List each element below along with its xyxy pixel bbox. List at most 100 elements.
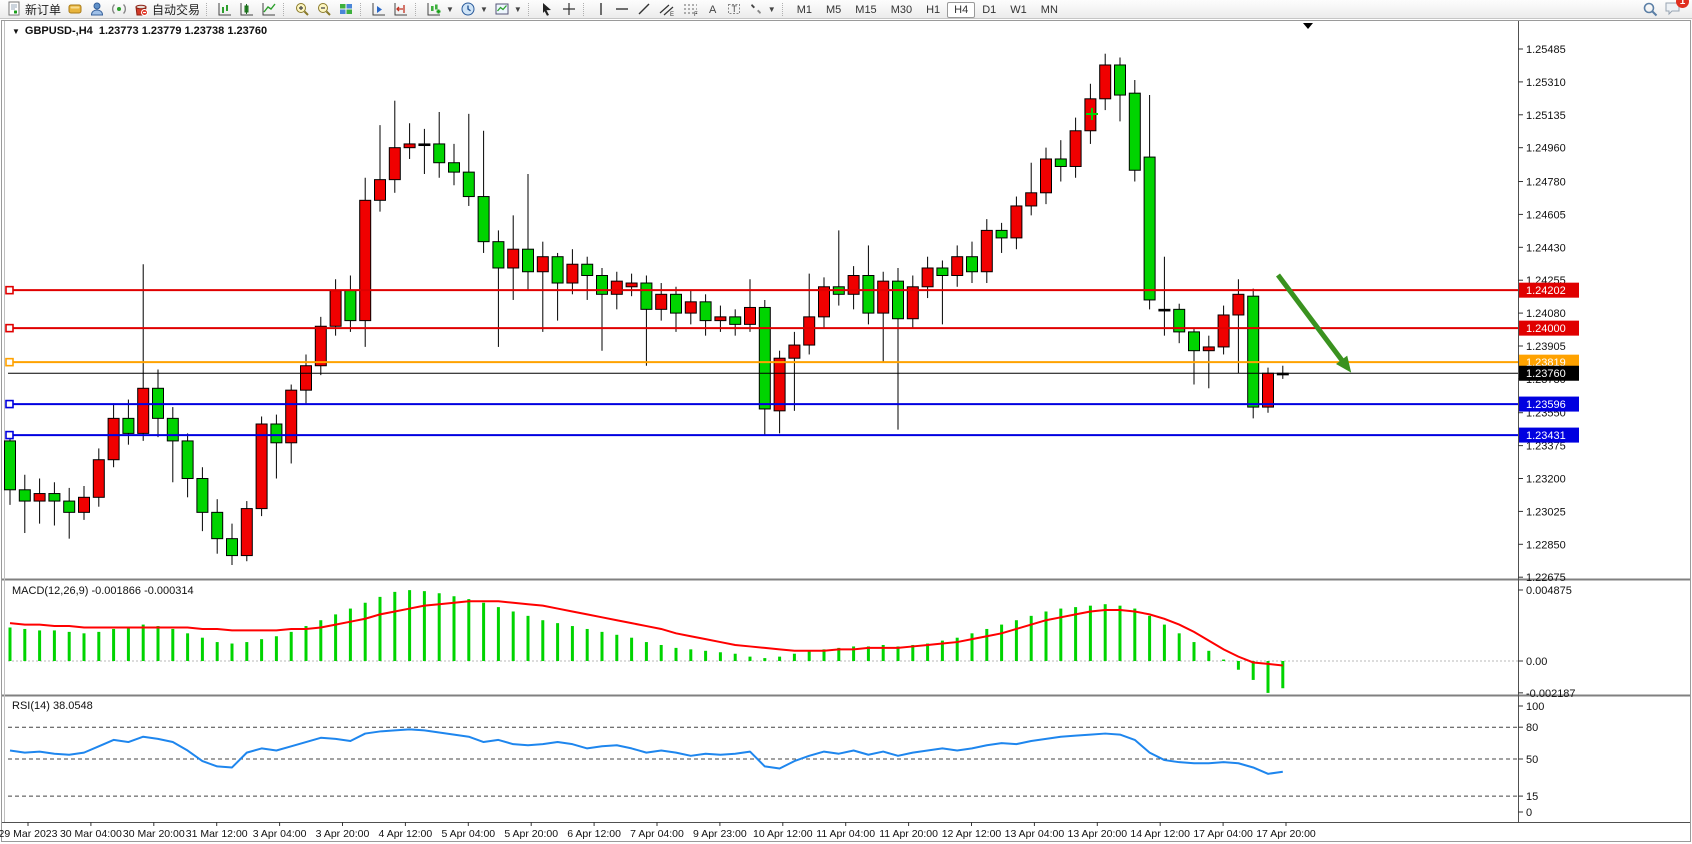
symbol-label[interactable]: ▼ GBPUSD-,H4 1.23773 1.23779 1.23738 1.2… [12,25,267,37]
candle-body [714,316,727,322]
hline-tool-button[interactable] [611,1,633,18]
community-button[interactable] [64,1,86,18]
candle-body [758,306,771,410]
auto-scroll-button[interactable] [368,1,390,18]
candle-body [921,267,934,288]
timeframe-M15[interactable]: M15 [855,4,877,16]
timeframe-D1[interactable]: D1 [982,4,997,16]
cursor-icon [542,3,551,16]
cursor-tool-button[interactable] [536,1,558,18]
candle-body [48,493,61,502]
crosshair-tool-button[interactable] [558,1,580,18]
time-tick-label: 10 Apr 12:00 [753,828,813,840]
periods-button[interactable]: ▼ [457,1,491,18]
timeframe-H4[interactable]: H4 [947,2,976,18]
price-line-label: 1.24000 [1526,323,1566,335]
svg-text:E: E [670,12,674,17]
channel-tool-button[interactable]: E [655,1,679,18]
new-chart-button[interactable]: ▼ [423,1,457,18]
candle-body [892,280,904,320]
candle-body [329,290,342,327]
candle-body [226,538,238,557]
candle-body [1143,156,1156,301]
hline-anchor[interactable] [5,285,14,295]
time-axis[interactable]: 29 Mar 2023 30 Mar 04:00 30 Mar 20:00 31 Ma… [0,822,1316,840]
candle-body [270,423,283,444]
macd-scale-label: -0.002187 [1526,688,1576,700]
timeframe-MN[interactable]: MN [1040,4,1058,16]
horizontal-lines[interactable]: 1.242021.240001.238191.237601.235961.234… [5,282,1579,443]
arrows-tool-button[interactable]: ▼ [745,1,779,18]
chart-canvas[interactable]: 1.25485 1.25310 1.25135 1.24960 1.24780 1.246… [0,19,1692,844]
zoom-out-button[interactable] [313,1,335,18]
new-order-button[interactable]: 新订单 [3,1,64,18]
candle-body [166,417,179,442]
macd-pane[interactable]: 0.004875 0.00 -0.002187 [8,585,1576,700]
price-line-label-box [1519,365,1579,381]
timeframe-W1[interactable]: W1 [1010,4,1027,16]
price-tick-label: 1.24080 [1526,308,1566,320]
time-tick-label: 9 Apr 23:00 [693,828,747,840]
fibonacci-tool-button[interactable]: F [679,1,703,18]
rsi-scale-label: 80 [1526,722,1538,734]
community-icon [68,4,82,14]
hline-anchor[interactable] [5,430,14,440]
chart-line-button[interactable] [258,1,280,18]
autotrading-button[interactable]: 自动交易 [130,1,203,18]
toolbar-separator [283,2,288,16]
price-tick-label: 1.24960 [1526,143,1566,155]
down-arrow-annotation[interactable] [1276,273,1346,365]
toolbar-separator [415,2,420,16]
signals-button[interactable] [108,1,130,18]
candle-body [477,196,490,243]
price-tick-label: 1.24430 [1526,242,1566,254]
price-tick-label: 1.25485 [1526,44,1566,56]
price-line-label: 1.24202 [1526,285,1566,297]
fibonacci-icon: F [683,4,698,17]
time-tick-label: 29 Mar 2023 [0,828,58,840]
candle-body [625,282,638,288]
zoom-in-button[interactable] [291,1,313,18]
trendline-icon [638,3,650,15]
chart-shift-button[interactable] [390,1,412,18]
chart-candles-button[interactable] [236,1,258,18]
candle-body [581,263,594,277]
candle-body [285,389,298,444]
hline-anchor[interactable] [5,399,14,409]
hline-anchor[interactable] [5,357,14,367]
candle-body [240,508,253,557]
search-icon[interactable] [1642,1,1658,17]
timeframe-M5[interactable]: M5 [826,4,842,16]
timeframe-H1[interactable]: H1 [926,4,941,16]
candle-body [566,263,579,284]
time-tick-label: 30 Mar 04:00 [60,828,122,840]
timeframe-M1[interactable]: M1 [796,4,812,16]
label-tool-button[interactable]: T [723,1,745,18]
candle-body [107,417,120,461]
hline-anchor[interactable] [5,323,14,333]
rsi-indicator-label: RSI(14) 38.0548 [12,700,93,712]
timeframe-M30[interactable]: M30 [890,4,913,16]
chart-bars-button[interactable] [214,1,236,18]
candle-body [255,423,268,510]
candle-body [522,248,534,273]
bar-chart-icon [218,3,232,16]
rsi-pane[interactable]: 100 80 50 15 0 [8,701,1544,819]
candle-body [729,316,742,325]
mql5-person-icon [91,2,104,16]
text-tool-button[interactable]: A [703,1,723,18]
templates-button[interactable]: ▼ [491,1,525,18]
vline-tool-button[interactable] [591,1,611,18]
zoom-out-icon [318,3,331,16]
tile-windows-button[interactable] [335,1,357,18]
time-tick-label: 11 Apr 04:00 [816,828,875,840]
annotations[interactable] [1086,23,1352,373]
time-tick-label: 13 Apr 20:00 [1068,828,1128,840]
auto-scroll-icon [372,3,386,16]
mql5-button[interactable] [86,1,108,18]
candle-chart-icon [240,3,254,16]
trendline-tool-button[interactable] [633,1,655,18]
plus-marker[interactable] [1086,108,1098,120]
chart-shift-marker[interactable] [1303,23,1313,29]
notifications-button[interactable]: 1 [1664,0,1689,19]
